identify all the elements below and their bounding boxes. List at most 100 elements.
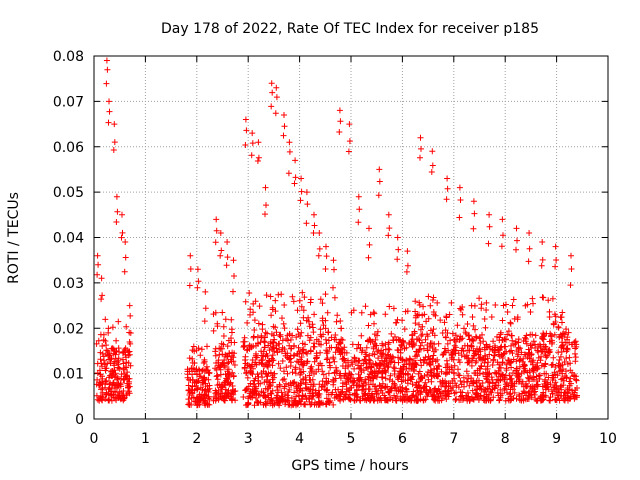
data-point [424,333,431,340]
data-point [380,367,386,374]
data-point [212,352,219,359]
data-point [122,239,129,245]
data-point [303,385,310,392]
data-point [418,332,425,339]
data-point [458,306,464,313]
data-point [365,322,372,329]
data-point [292,364,299,371]
data-point [113,193,120,200]
data-point [358,332,365,339]
data-point [455,350,462,357]
data-point [109,324,116,331]
data-point [304,350,311,357]
data-point [105,325,112,332]
data-point [548,388,555,395]
data-point [574,385,580,391]
data-point [285,170,292,177]
data-point [332,332,339,338]
data-point [550,354,557,361]
data-point [442,327,449,334]
data-point [386,303,393,310]
data-point [262,385,269,392]
data-point [522,338,529,345]
data-point [375,368,382,375]
data-point [417,326,424,333]
data-point [539,239,546,245]
data-point [224,239,231,245]
data-point [200,381,207,387]
data-point [391,365,398,372]
data-point [481,316,488,322]
data-point [311,370,317,377]
data-point [400,363,407,370]
data-point [204,343,210,350]
data-point [393,337,400,344]
data-point [394,234,401,241]
data-point [333,318,340,325]
data-point [429,358,436,365]
data-point [271,401,278,408]
data-point [433,371,440,378]
data-point [484,363,491,370]
data-point [571,372,577,379]
data-point [388,330,395,337]
data-point [310,329,317,336]
data-point [272,308,279,315]
data-point [229,383,236,389]
x-tick-label: 8 [501,431,510,447]
data-point [562,389,569,396]
data-point [473,334,480,341]
data-point [219,351,226,358]
data-point [186,282,193,289]
data-point [414,352,421,358]
data-point [515,371,522,378]
data-point [511,341,517,348]
data-point [311,340,318,347]
data-point [529,331,536,338]
data-point [459,311,466,318]
data-point [99,343,106,349]
data-point [106,356,112,363]
grid-lines [94,56,608,419]
data-point [527,309,534,315]
data-point [472,326,478,333]
data-point [224,368,231,375]
data-point [290,352,297,359]
data-point [503,365,510,372]
data-point [198,346,205,353]
data-point [323,395,330,402]
data-point [106,98,112,105]
data-point [275,389,281,396]
data-point [269,89,276,96]
data-point [306,337,313,344]
data-point [394,316,401,323]
data-point [398,374,405,381]
data-point [559,319,565,326]
data-point [446,369,453,375]
data-point [250,365,256,372]
data-point [461,325,467,332]
data-point [452,332,459,339]
data-point [482,353,489,360]
data-point [514,316,521,323]
data-point [553,257,560,263]
data-point [445,390,451,397]
data-point [491,352,498,359]
data-point [519,378,526,385]
data-point [280,320,287,327]
data-point [118,371,125,378]
data-point [264,392,271,399]
data-point [325,370,332,377]
data-point [232,397,239,404]
data-point [547,349,554,355]
data-points [93,57,580,409]
data-point [252,352,259,359]
data-point [361,390,368,397]
data-point [287,363,294,369]
data-point [514,237,520,244]
data-point [194,401,201,408]
data-point [299,289,306,296]
data-point [366,352,373,359]
data-point [370,375,377,382]
data-point [298,369,304,376]
